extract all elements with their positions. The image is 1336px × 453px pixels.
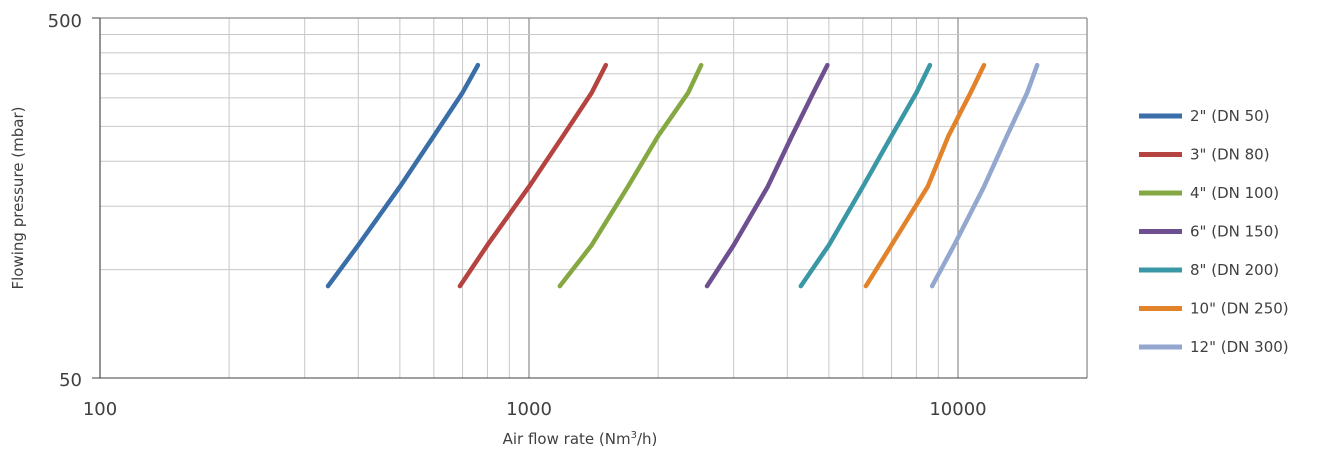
legend-label-2: 4" (DN 100) [1190, 184, 1279, 202]
series-line-1 [457, 62, 609, 289]
axes [99, 18, 1087, 379]
series-line-5 [863, 62, 987, 289]
x-tick-label-1000: 1000 [506, 399, 552, 420]
x-tick-label-10000: 10000 [929, 399, 986, 420]
grid [92, 17, 1088, 379]
series-line-3 [704, 62, 830, 289]
series-line-0 [325, 62, 481, 289]
series-line-4 [798, 62, 933, 289]
y-tick-label-top: 500 [48, 11, 82, 32]
y-tick-label-bottom: 50 [59, 370, 82, 391]
x-axis-title-end: /h) [637, 430, 657, 448]
legend-label-3: 6" (DN 150) [1190, 223, 1279, 241]
legend-label-5: 10" (DN 250) [1190, 300, 1289, 318]
series-line-2 [557, 62, 704, 289]
y-axis-title: Flowing pressure (mbar) [9, 107, 27, 290]
tick-labels: 500 50 100 1000 10000 [48, 11, 987, 420]
series-line-6 [929, 62, 1040, 289]
legend: 2" (DN 50) 3" (DN 80) 4" (DN 100) 6" (DN 15… [1139, 107, 1289, 356]
x-axis-title: Air flow rate (Nm3/h) [503, 430, 658, 448]
x-tick-label-100: 100 [83, 399, 117, 420]
x-axis-title-main: Air flow rate (Nm [503, 430, 631, 448]
legend-label-6: 12" (DN 300) [1190, 338, 1289, 356]
series-lines [325, 62, 1040, 289]
x-axis-title-sup: 3 [631, 430, 637, 441]
legend-label-0: 2" (DN 50) [1190, 107, 1270, 125]
legend-label-4: 8" (DN 200) [1190, 261, 1279, 279]
legend-label-1: 3" (DN 80) [1190, 146, 1270, 164]
